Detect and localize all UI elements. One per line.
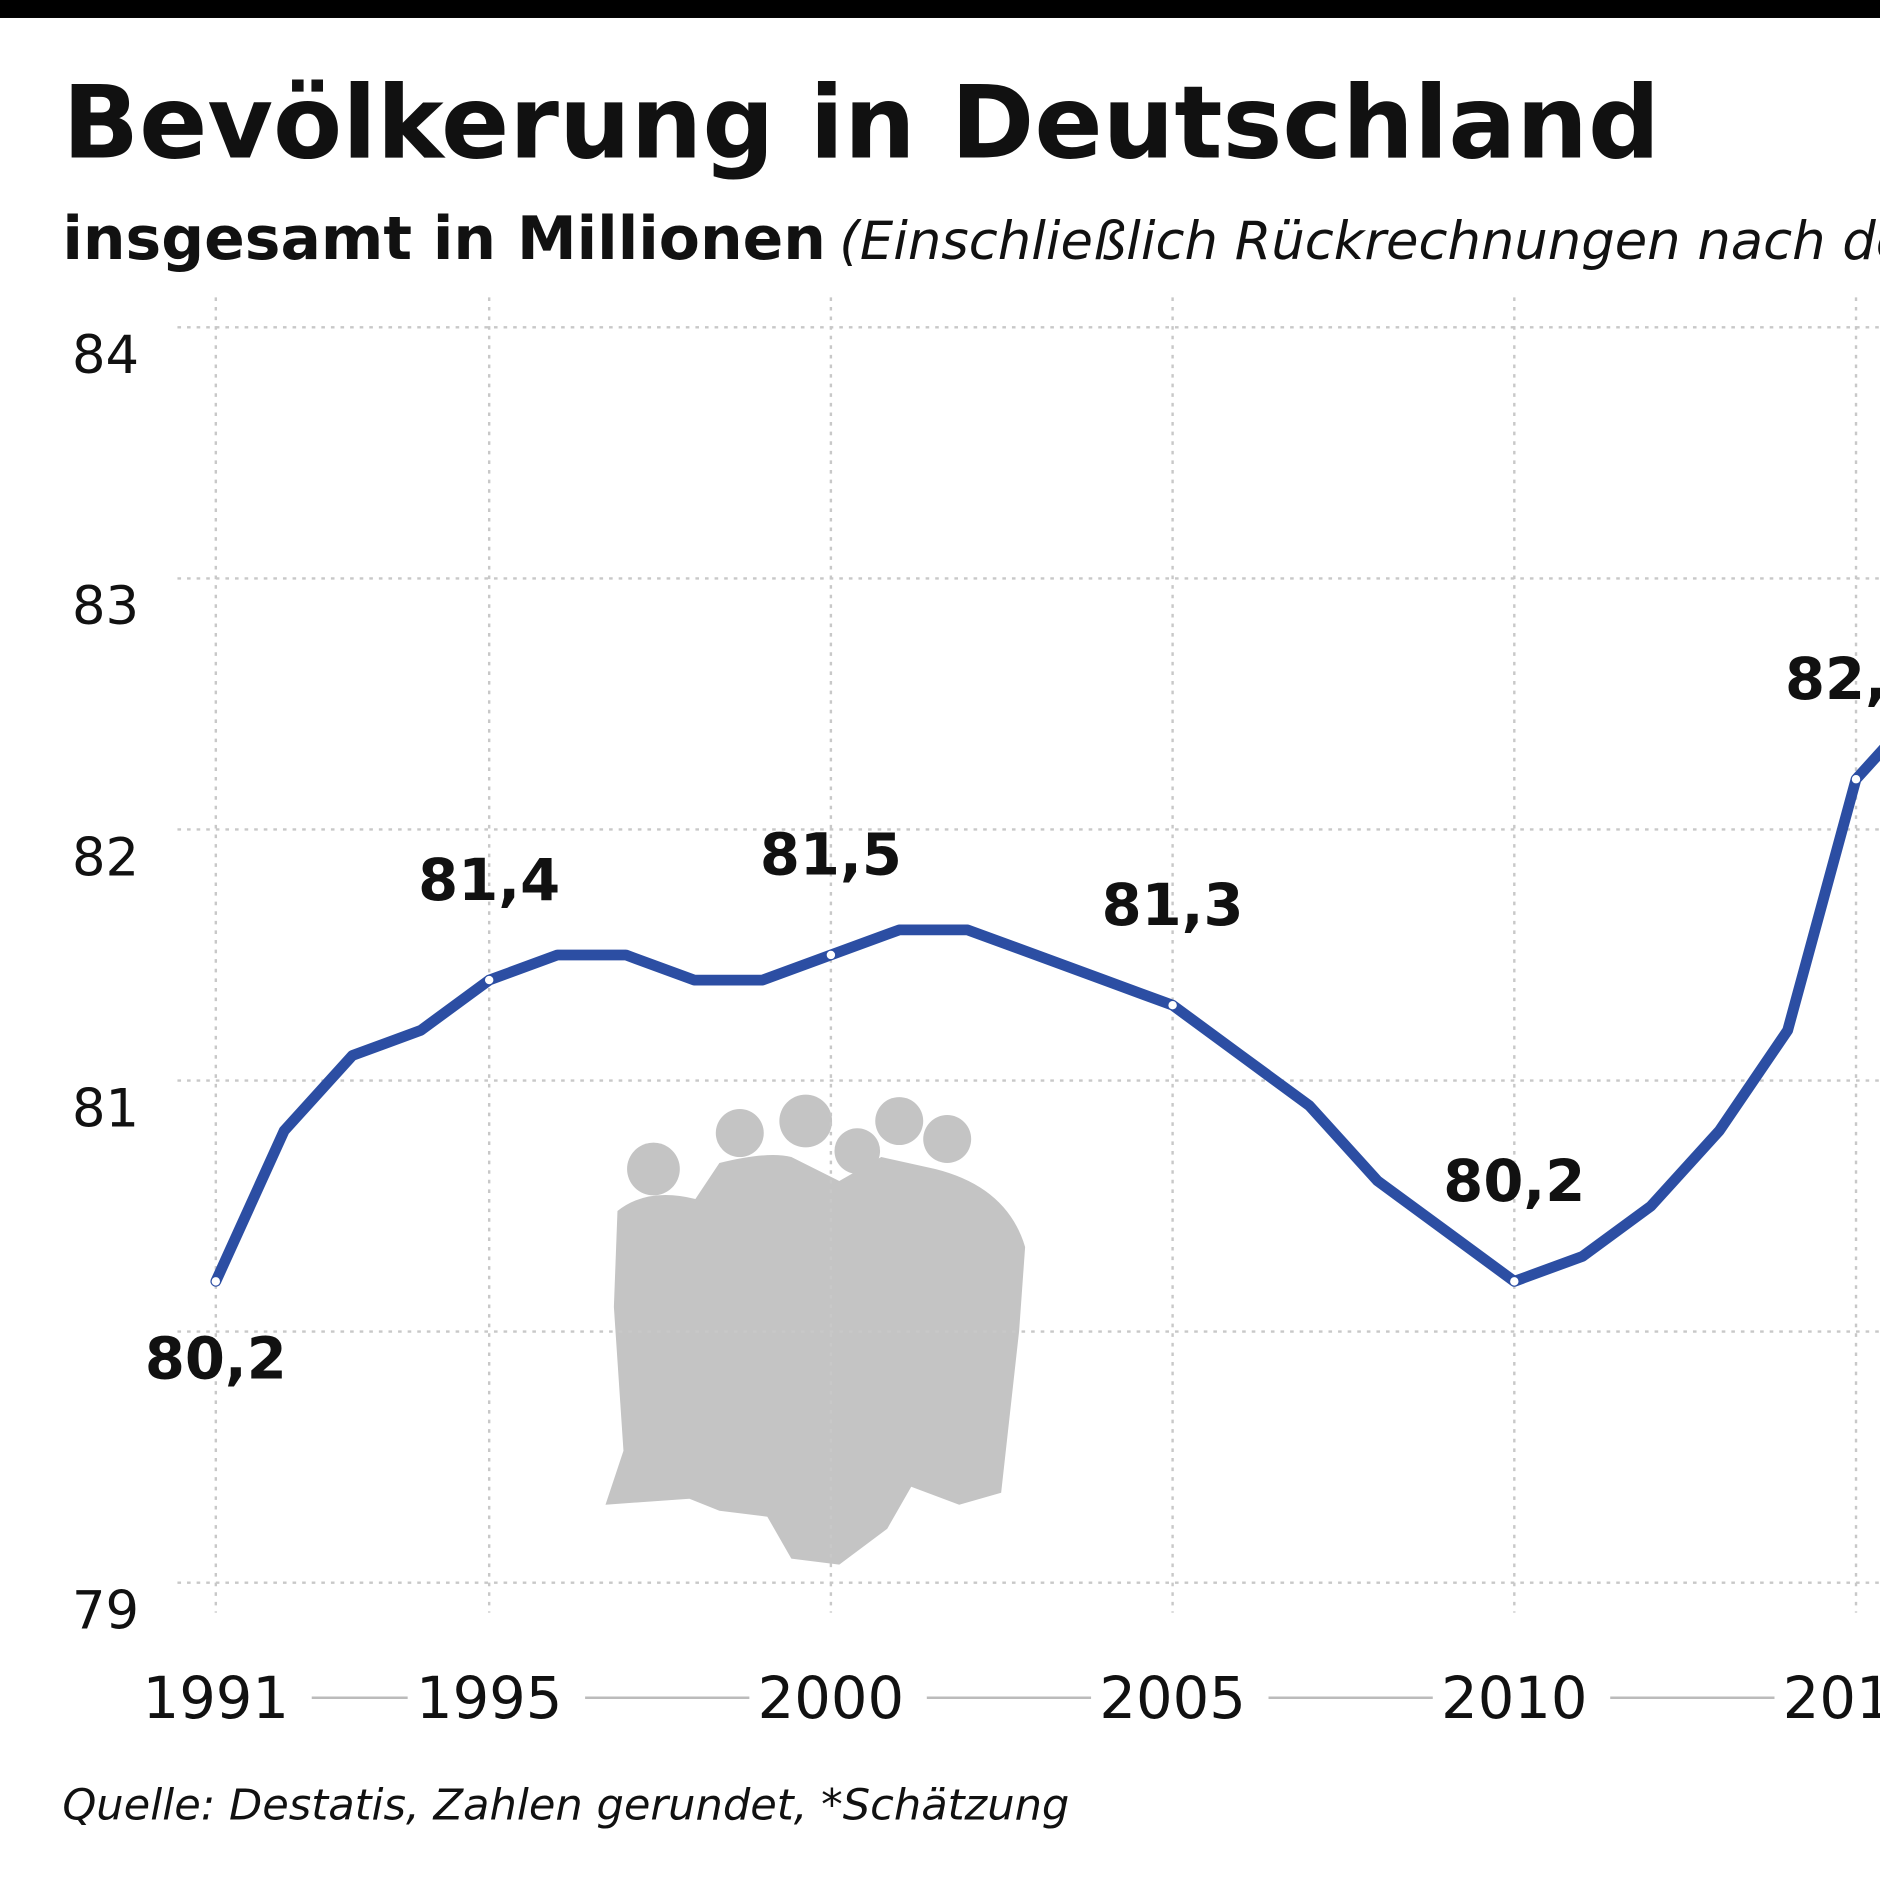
data-label: 81,5 xyxy=(760,822,902,889)
x-tick-label: 2015 xyxy=(1783,1665,1880,1732)
chart-source: Quelle: Destatis, Zahlen gerundet, *Schä… xyxy=(62,1781,1069,1831)
x-tick-label: 2010 xyxy=(1441,1665,1587,1732)
x-tick-label: 2000 xyxy=(758,1665,904,1732)
y-tick-label: 84 xyxy=(72,325,139,386)
y-tick-label: 82 xyxy=(72,827,139,888)
chart-note: (Einschließlich Rückrechnungen nach der xyxy=(839,211,1880,272)
data-label: 80,2 xyxy=(1443,1148,1585,1215)
data-line xyxy=(210,744,1880,1287)
point-marker xyxy=(484,975,494,985)
point-marker xyxy=(1168,1001,1177,1010)
x-tick-label: 2005 xyxy=(1099,1665,1245,1732)
x-tick-label: 1995 xyxy=(416,1665,562,1732)
y-tick-label: 83 xyxy=(72,576,139,637)
y-tick-label: 79 xyxy=(72,1580,139,1641)
top-bar xyxy=(0,0,1880,18)
data-label: 80,2 xyxy=(145,1326,287,1393)
chart-title: Bevölkerung in Deutschland xyxy=(62,64,1660,181)
x-tick-label: 1991 xyxy=(143,1665,289,1732)
point-marker xyxy=(1851,775,1861,784)
y-tick-label: 81 xyxy=(72,1078,139,1139)
point-marker xyxy=(211,1277,221,1286)
data-label: 81,4 xyxy=(418,847,560,914)
point-marker xyxy=(1510,1277,1519,1286)
point-marker xyxy=(826,950,836,960)
people-silhouette xyxy=(605,1094,1026,1565)
data-label: 81,3 xyxy=(1102,872,1244,939)
data-label: 82,2 xyxy=(1785,646,1880,713)
chart-subtitle: insgesamt in Millionen xyxy=(62,204,826,274)
